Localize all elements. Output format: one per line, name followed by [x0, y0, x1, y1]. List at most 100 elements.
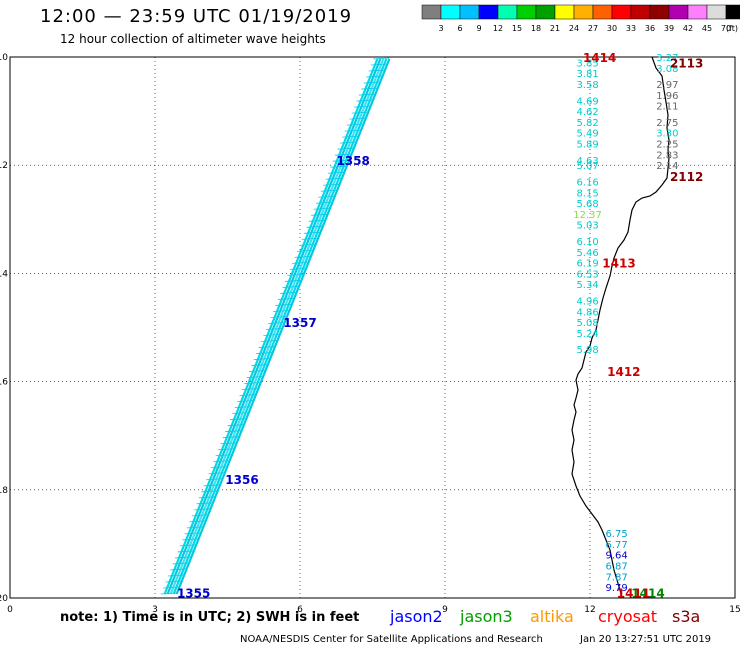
track-line — [163, 58, 379, 595]
track-mark — [296, 249, 313, 252]
swh-value: 5.98 — [576, 345, 598, 356]
altimeter-track-swath — [160, 57, 391, 595]
x-tick-label: 9 — [442, 605, 448, 615]
swh-value: 3.08 — [656, 64, 678, 75]
colorbar-swatch — [459, 4, 480, 20]
x-tick-label: 15 — [729, 605, 740, 615]
swh-value: 5.46 — [576, 248, 598, 259]
swh-value: 6.75 — [605, 529, 627, 540]
legend-s3a: s3a — [672, 607, 701, 626]
track-mark — [177, 550, 194, 553]
note-text: note: 1) Time is in UTC; 2) SWH is in fe… — [60, 610, 360, 625]
track-mark — [332, 159, 349, 162]
track-mark — [270, 316, 287, 318]
colorbar-label: 33 — [626, 24, 636, 33]
track-mark — [206, 478, 223, 481]
track-mark — [196, 502, 213, 505]
y-tick-label: -14 — [0, 269, 8, 279]
track-mark — [342, 135, 359, 138]
pass-time-labels: 1358 1357 1356 1355 1414 2113 2112 1413 1412 1414… — [177, 51, 703, 601]
swh-value: 2.83 — [656, 150, 678, 161]
swh-value: 2.75 — [656, 118, 678, 129]
track-mark — [237, 400, 254, 403]
colorbar-label: 21 — [550, 24, 560, 33]
swh-value: 6.10 — [576, 237, 598, 248]
track-mark — [277, 298, 294, 300]
colorbar-label: 27 — [588, 24, 598, 33]
swh-value: 2.14 — [656, 161, 678, 172]
footer-timestamp: Jan 20 13:27:51 UTC 2019 — [580, 634, 712, 645]
track-mark — [358, 93, 376, 96]
track-mark — [179, 544, 196, 547]
axis-ticks: 0 3 6 9 12 15 -10 -12 -14 -16 -18 -20 — [0, 53, 740, 615]
swh-value: 5.08 — [576, 318, 598, 329]
track-mark — [275, 304, 292, 306]
track-mark — [160, 592, 177, 595]
track-mark — [232, 412, 249, 415]
track-mark — [301, 237, 318, 240]
swh-value: 3.30 — [656, 129, 678, 140]
swh-value: 6.77 — [605, 540, 627, 551]
track-mark — [299, 243, 316, 246]
legend-cryosat: cryosat — [598, 607, 658, 626]
swh-value: 3.58 — [576, 80, 598, 91]
track-mark — [182, 538, 199, 541]
track-mark — [165, 580, 182, 583]
track-mark — [213, 460, 230, 463]
swh-value: 3.81 — [576, 69, 598, 80]
colorbar-label: 6 — [457, 24, 462, 33]
swh-value: 5.68 — [576, 199, 598, 210]
swh-value: 5.89 — [576, 140, 598, 151]
track-mark — [289, 267, 306, 270]
colorbar-swatch — [478, 4, 499, 20]
y-tick-label: -10 — [0, 53, 8, 63]
swh-value: 6.19 — [576, 259, 598, 270]
colorbar-label: 39 — [664, 24, 674, 33]
track-mark — [294, 255, 311, 258]
track-mark — [167, 574, 184, 577]
y-tick-label: -18 — [0, 486, 8, 496]
track-mark — [189, 520, 206, 523]
swh-value: 5.03 — [576, 221, 598, 232]
track-mark — [363, 81, 380, 84]
track-mark — [354, 105, 371, 108]
track-mark — [225, 430, 242, 433]
track-mark — [208, 472, 225, 475]
pass-label: 1412 — [607, 365, 640, 379]
map-subtitle: 12 hour collection of altimeter wave hei… — [60, 32, 326, 46]
track-mark — [172, 562, 189, 565]
track-mark — [356, 99, 373, 102]
y-tick-label: -12 — [0, 161, 8, 171]
colorbar-label: 36 — [645, 24, 655, 33]
track-mark — [318, 195, 335, 198]
colorbar-label: 45 — [702, 24, 712, 33]
swh-value: 6.87 — [605, 562, 627, 573]
map-frame — [9, 56, 736, 599]
swh-value: 3.85 — [576, 58, 598, 69]
track-mark — [330, 165, 347, 168]
swh-value: 6.53 — [576, 269, 598, 280]
x-tick-label: 6 — [297, 605, 303, 615]
swh-value: 8.15 — [576, 188, 598, 199]
pass-label: 2113 — [670, 56, 703, 70]
swh-value: 9.64 — [605, 551, 627, 562]
track-mark — [244, 382, 261, 385]
track-mark — [313, 207, 330, 210]
legend-altika: altika — [530, 607, 574, 626]
map-title: 12:00 — 23:59 UTC 01/19/2019 — [40, 6, 353, 27]
colorbar-swatch — [611, 4, 632, 20]
swh-value: 2.97 — [656, 80, 678, 91]
track-mark — [258, 346, 275, 348]
colorbar-swatch — [421, 4, 442, 20]
track-mark — [287, 274, 304, 276]
track-line — [175, 58, 391, 595]
track-mark — [251, 364, 268, 366]
track-mark — [186, 526, 203, 529]
track-mark — [339, 141, 356, 144]
swh-value: 5.07 — [576, 161, 598, 172]
track-mark — [191, 514, 208, 517]
track-mark — [320, 189, 337, 192]
colorbar-swatch — [630, 4, 651, 20]
track-mark — [241, 388, 258, 391]
colorbar-label: 24 — [569, 24, 579, 33]
